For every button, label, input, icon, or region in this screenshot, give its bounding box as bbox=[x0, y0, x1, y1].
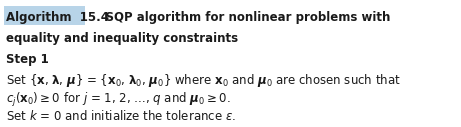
Text: Algorithm  15.4: Algorithm 15.4 bbox=[6, 11, 109, 24]
Text: Set {$\mathbf{x}$, $\boldsymbol{\lambda}$, $\boldsymbol{\mu}$} = {$\mathbf{x}_0$: Set {$\mathbf{x}$, $\boldsymbol{\lambda}… bbox=[6, 72, 401, 89]
Text: Step 1: Step 1 bbox=[6, 53, 49, 66]
FancyBboxPatch shape bbox=[4, 6, 85, 25]
Text: Set $\mathbf{Z}_0 = \mathbf{I}_n$.: Set $\mathbf{Z}_0 = \mathbf{I}_n$. bbox=[6, 126, 72, 127]
Text: SQP algorithm for nonlinear problems with: SQP algorithm for nonlinear problems wit… bbox=[89, 11, 390, 24]
Text: Set $k$ = 0 and initialize the tolerance $\varepsilon$.: Set $k$ = 0 and initialize the tolerance… bbox=[6, 109, 236, 123]
Text: equality and inequality constraints: equality and inequality constraints bbox=[6, 32, 238, 45]
Text: $c_j(\mathbf{x}_0) \geq 0$ for $j$ = 1, 2, $\ldots$, $q$ and $\boldsymbol{\mu}_0: $c_j(\mathbf{x}_0) \geq 0$ for $j$ = 1, … bbox=[6, 91, 230, 109]
